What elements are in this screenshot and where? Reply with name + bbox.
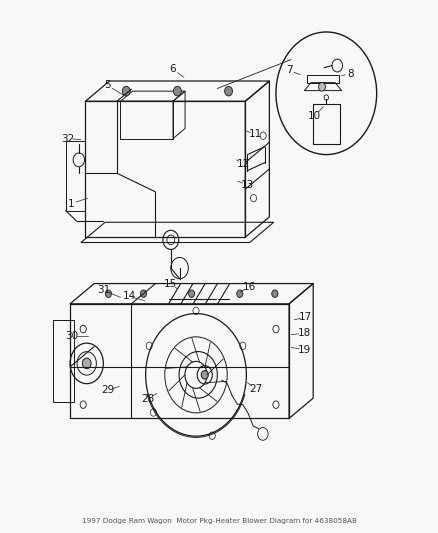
Text: 15: 15 — [164, 279, 177, 288]
Text: 10: 10 — [308, 111, 321, 121]
Circle shape — [82, 358, 91, 369]
Text: 14: 14 — [123, 292, 136, 301]
Text: 28: 28 — [141, 394, 155, 403]
Circle shape — [272, 290, 278, 297]
Text: 16: 16 — [243, 282, 256, 292]
Circle shape — [201, 370, 208, 379]
Circle shape — [140, 290, 146, 297]
Text: 7: 7 — [286, 66, 293, 75]
Text: 30: 30 — [65, 331, 78, 341]
Circle shape — [225, 86, 233, 96]
Text: 32: 32 — [61, 134, 74, 143]
Circle shape — [237, 290, 243, 297]
Text: 1997 Dodge Ram Wagon  Motor Pkg-Heater Blower Diagram for 4638058AB: 1997 Dodge Ram Wagon Motor Pkg-Heater Bl… — [81, 518, 357, 524]
Text: 17: 17 — [299, 312, 312, 322]
Circle shape — [318, 83, 325, 91]
Text: 6: 6 — [170, 64, 177, 74]
Text: 5: 5 — [104, 80, 111, 90]
Text: 1: 1 — [67, 199, 74, 208]
Text: 31: 31 — [98, 286, 111, 295]
Text: 8: 8 — [347, 69, 354, 78]
Text: 29: 29 — [101, 385, 114, 395]
Text: 11: 11 — [249, 130, 262, 139]
Text: 13: 13 — [241, 180, 254, 190]
Circle shape — [189, 290, 195, 297]
Text: 12: 12 — [237, 159, 250, 169]
Text: 18: 18 — [297, 328, 311, 338]
Circle shape — [105, 290, 111, 297]
Circle shape — [173, 86, 181, 96]
Text: 27: 27 — [250, 384, 263, 394]
Text: 19: 19 — [298, 345, 311, 354]
Circle shape — [122, 86, 130, 96]
